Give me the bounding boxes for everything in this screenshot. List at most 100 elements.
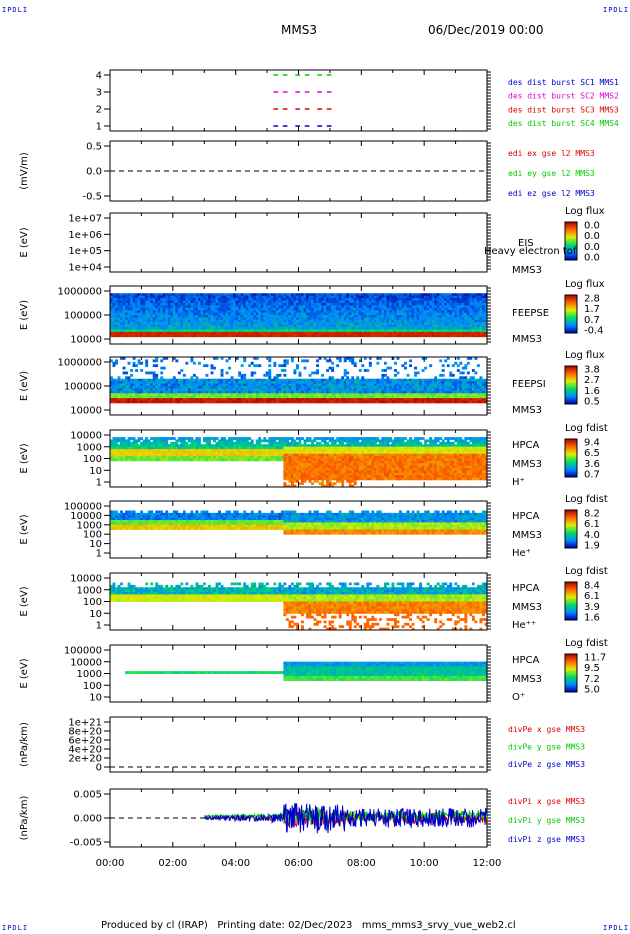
spectrogram-cell	[401, 312, 405, 316]
spectrogram-cell	[348, 295, 352, 299]
spectrogram-cell	[147, 444, 151, 448]
spectrogram-cell	[112, 451, 116, 455]
spectrogram-cell	[459, 381, 463, 384]
spectrogram-cell	[213, 393, 216, 397]
spectrogram-cell	[471, 378, 475, 382]
spectrogram-cell	[145, 305, 149, 309]
spectrogram-cell	[117, 439, 121, 443]
spectrogram-cell	[243, 359, 247, 363]
spectrogram-cell	[145, 449, 149, 452]
spectrogram-cell	[208, 331, 211, 335]
spectrogram-cell	[446, 295, 450, 299]
spectrogram-cell	[170, 386, 174, 389]
spectrogram-cell	[233, 315, 237, 318]
spectrogram-cell	[135, 446, 139, 450]
spectrogram-cell	[376, 322, 380, 326]
spectrogram-cell	[441, 386, 445, 389]
spectrogram-cell	[202, 388, 206, 392]
spectrogram-cell	[175, 300, 179, 304]
spectrogram-cell	[127, 312, 131, 316]
spectrogram-cell	[157, 307, 161, 311]
spectrogram-cell	[182, 310, 186, 313]
spectrogram-cell	[336, 324, 340, 328]
spectrogram-cell	[127, 453, 131, 457]
spectrogram-cell	[248, 305, 252, 309]
spectrogram-cell	[391, 322, 395, 326]
spectrogram-cell	[243, 393, 247, 397]
spectrogram-cell	[238, 383, 242, 387]
spectrogram-cell	[376, 361, 380, 365]
spectrogram-cell	[115, 400, 118, 404]
spectrogram-cell	[454, 361, 458, 365]
spectrogram-cell	[125, 446, 128, 450]
spectrogram-cell	[258, 388, 262, 392]
spectrogram-cell	[323, 398, 327, 401]
spectrogram-cell	[275, 319, 279, 323]
spectrogram-cell	[459, 378, 463, 382]
spectrogram-cell	[366, 386, 370, 389]
spectrogram-cell	[391, 400, 395, 404]
spectrogram-cell	[474, 383, 478, 387]
spectrogram-cell	[218, 331, 221, 335]
spectrogram-cell	[466, 400, 470, 404]
spectrogram-cell	[444, 307, 448, 311]
spectrogram-cell	[426, 390, 430, 394]
spectrogram-cell	[122, 386, 126, 389]
spectrogram-cell	[132, 393, 136, 397]
spectrogram-cell	[326, 381, 330, 384]
spectrogram-cell	[210, 393, 214, 397]
spectrogram-cell	[479, 300, 483, 304]
spectrogram-cell	[476, 319, 480, 323]
spectrogram-cell	[348, 307, 352, 311]
spectrogram-cell	[190, 398, 194, 401]
spectrogram-cell	[429, 307, 433, 311]
spectrogram-cell	[213, 310, 216, 313]
spectrogram-cell	[268, 329, 272, 333]
spectrogram-cell	[195, 334, 199, 338]
spectrogram-cell	[273, 381, 277, 384]
spectrogram-cell	[376, 386, 380, 389]
spectrogram-cell	[125, 451, 128, 455]
spectrogram-cell	[484, 312, 488, 316]
spectrogram-cell	[197, 310, 201, 313]
spectrogram-cell	[147, 305, 151, 309]
spectrogram-cell	[283, 300, 287, 304]
y-tick-label: 1000000	[57, 358, 102, 369]
spectrogram-cell	[240, 390, 244, 394]
spectrogram-cell	[308, 302, 312, 306]
spectrogram-cell	[280, 300, 284, 304]
spectrogram-cell	[142, 324, 146, 328]
spectrogram-cell	[456, 327, 460, 330]
spectrogram-cell	[321, 307, 325, 311]
spectrogram-cell	[333, 312, 337, 316]
spectrogram-cell	[192, 381, 196, 384]
spectrogram-cell	[218, 307, 221, 311]
spectrogram-cell	[270, 395, 274, 399]
spectrogram-cell	[228, 298, 232, 301]
spectrogram-cell	[185, 390, 189, 394]
spectrogram-cell	[130, 334, 134, 338]
spectrogram-cell	[331, 305, 335, 309]
spectrogram-cell	[368, 400, 372, 404]
spectrogram-cell	[484, 390, 488, 394]
spectrogram-cell	[366, 319, 370, 323]
spectrogram-cell	[260, 293, 264, 297]
spectrogram-cell	[265, 322, 269, 326]
spectrogram-cell	[150, 441, 154, 445]
spectrogram-cell	[268, 310, 272, 313]
spectrogram-cell	[215, 300, 219, 304]
spectrogram-cell	[328, 390, 332, 394]
spectrogram-cell	[449, 312, 453, 316]
spectrogram-cell	[275, 293, 279, 297]
spectrogram-cell	[122, 371, 126, 375]
spectrogram-cell	[361, 388, 365, 392]
spectrogram-cell	[145, 393, 149, 397]
spectrogram-cell	[363, 307, 367, 311]
spectrogram-cell	[137, 359, 141, 363]
corner-tag-tl: IPDLI	[2, 6, 29, 14]
spectrogram-cell	[429, 310, 433, 313]
spectrogram-cell	[265, 315, 269, 318]
spectrogram-cell	[323, 388, 327, 392]
spectrogram-cell	[283, 400, 287, 404]
spectrogram-cell	[245, 334, 249, 338]
